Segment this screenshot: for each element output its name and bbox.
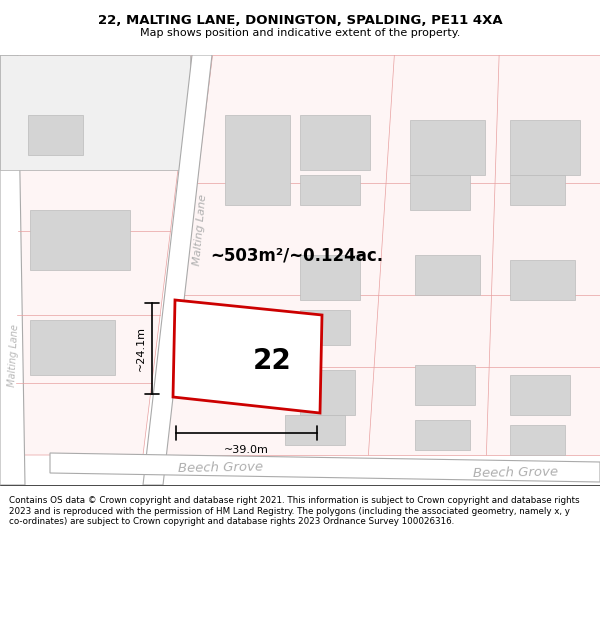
Polygon shape <box>0 55 600 485</box>
Bar <box>415 420 470 450</box>
Bar <box>510 175 565 205</box>
Text: Contains OS data © Crown copyright and database right 2021. This information is : Contains OS data © Crown copyright and d… <box>9 496 580 526</box>
Bar <box>300 255 360 300</box>
Text: Malting Lane: Malting Lane <box>192 194 208 266</box>
Bar <box>510 120 580 175</box>
Text: Map shows position and indicative extent of the property.: Map shows position and indicative extent… <box>140 29 460 39</box>
Bar <box>285 415 345 445</box>
Bar <box>415 365 475 405</box>
Bar <box>30 320 115 375</box>
Text: Malting Lane: Malting Lane <box>7 323 20 387</box>
Text: Beech Grove: Beech Grove <box>472 466 557 480</box>
Polygon shape <box>173 300 322 413</box>
Bar <box>410 175 470 210</box>
Text: Beech Grove: Beech Grove <box>178 461 263 475</box>
Text: ~24.1m: ~24.1m <box>136 326 146 371</box>
Text: 22, MALTING LANE, DONINGTON, SPALDING, PE11 4XA: 22, MALTING LANE, DONINGTON, SPALDING, P… <box>98 14 502 27</box>
Bar <box>30 210 130 270</box>
Bar <box>510 260 575 300</box>
Polygon shape <box>163 55 600 455</box>
Polygon shape <box>0 55 25 485</box>
Text: ~39.0m: ~39.0m <box>224 445 269 455</box>
Bar <box>300 175 360 205</box>
Bar <box>410 120 485 175</box>
Bar <box>225 115 290 205</box>
Polygon shape <box>0 55 190 170</box>
Polygon shape <box>15 55 192 455</box>
Polygon shape <box>50 453 600 482</box>
Bar <box>510 425 565 455</box>
Bar <box>28 115 83 155</box>
Text: 22: 22 <box>253 348 292 375</box>
Bar <box>300 115 370 170</box>
Polygon shape <box>143 55 212 485</box>
Text: ~503m²/~0.124ac.: ~503m²/~0.124ac. <box>210 246 383 264</box>
Bar <box>415 255 480 295</box>
Bar <box>510 375 570 415</box>
Bar <box>300 370 355 415</box>
Bar <box>300 310 350 345</box>
